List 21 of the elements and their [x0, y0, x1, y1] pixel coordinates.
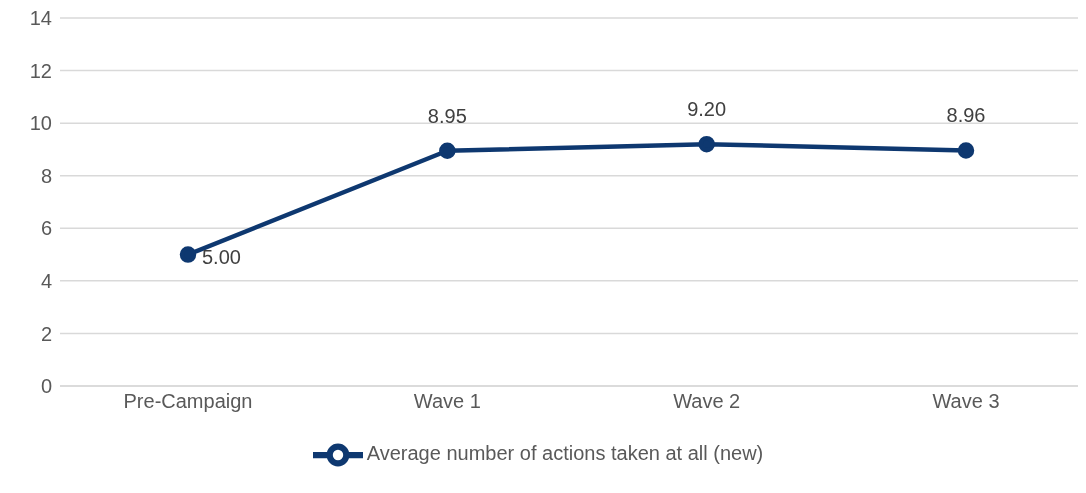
y-tick-label: 6 [40, 217, 52, 240]
y-tick-label: 4 [40, 269, 52, 292]
x-tick-label: Wave 1 [413, 390, 481, 413]
y-tick-label: 10 [29, 112, 52, 135]
data-label: 8.95 [427, 104, 467, 127]
point [439, 142, 456, 159]
x-tick-label: Pre-Campaign [123, 390, 253, 413]
data-label: 5.00 [202, 245, 241, 268]
y-tick-label: 2 [40, 322, 52, 345]
y-tick-label: 12 [29, 59, 52, 82]
point [179, 246, 197, 263]
data-label: 8.96 [946, 104, 986, 127]
data-label: 9.20 [687, 98, 727, 121]
legend-label: Average number of actions taken at all (new) [366, 442, 764, 465]
x-tick-label: Wave 2 [673, 390, 741, 413]
point [698, 135, 715, 153]
y-tick-label: 14 [29, 7, 52, 30]
x-tick-label: Wave 3 [932, 390, 1000, 413]
point [957, 142, 975, 159]
y-tick-label: 0 [40, 375, 52, 398]
y-tick-label: 8 [40, 164, 52, 187]
